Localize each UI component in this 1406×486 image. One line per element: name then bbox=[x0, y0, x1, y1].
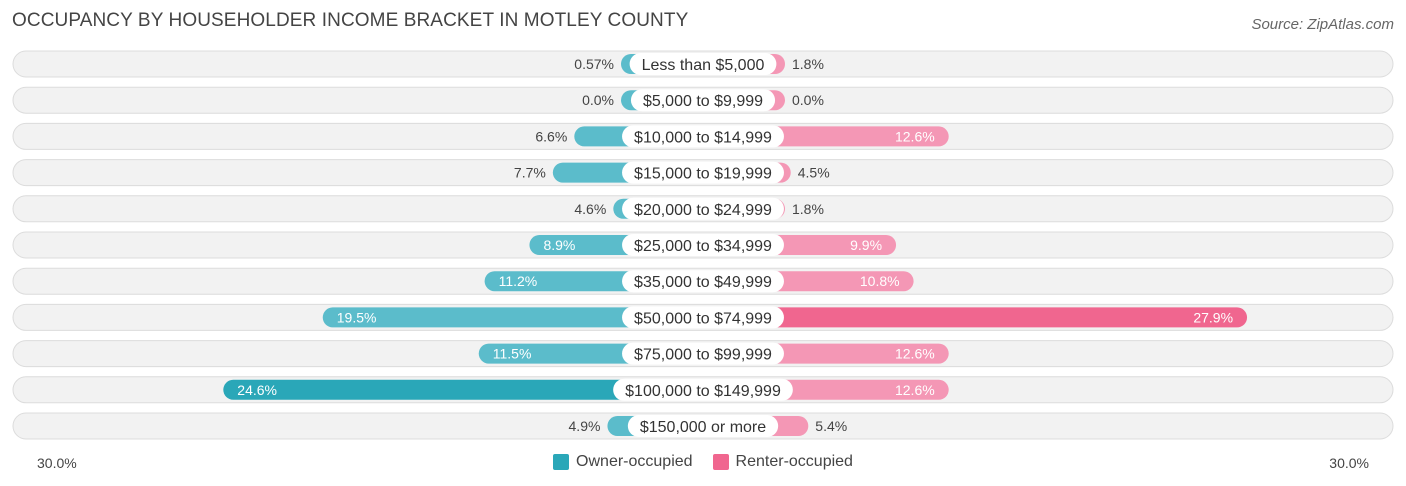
category-label-text: $150,000 or more bbox=[640, 419, 766, 436]
category-label-background bbox=[630, 89, 776, 112]
category-label-background bbox=[613, 378, 793, 401]
bar-owner-occupied bbox=[322, 307, 703, 328]
data-label-owner: 8.9% bbox=[543, 237, 575, 253]
category-label-text: $15,000 to $19,999 bbox=[634, 166, 772, 183]
category-label: Less than $5,000 bbox=[629, 53, 777, 75]
chart-canvas: 0.57% 1.8% Less than $5,000 0.0% 0.0% $5,000 … bbox=[12, 50, 1394, 440]
category-label: $150,000 or more bbox=[627, 415, 779, 437]
category-label-background bbox=[622, 125, 784, 148]
category-label: $25,000 to $34,999 bbox=[622, 234, 784, 256]
data-label-renter: 0.0% bbox=[792, 92, 824, 108]
data-label-owner: 4.6% bbox=[574, 201, 606, 217]
legend-item-renter: Renter-occupied bbox=[712, 453, 853, 471]
category-label-background bbox=[622, 197, 784, 220]
category-label-text: $50,000 to $74,999 bbox=[634, 310, 772, 327]
category-label: $10,000 to $14,999 bbox=[622, 125, 784, 148]
category-label: $5,000 to $9,999 bbox=[630, 89, 776, 112]
category-label-text: $100,000 to $149,999 bbox=[625, 383, 781, 400]
bar-renter-occupied bbox=[703, 307, 1248, 328]
legend-label-renter: Renter-occupied bbox=[735, 453, 853, 470]
data-label-owner: 0.57% bbox=[574, 56, 614, 72]
category-label-text: $20,000 to $24,999 bbox=[634, 202, 772, 219]
data-label-owner: 19.5% bbox=[337, 309, 377, 325]
data-label-renter: 5.4% bbox=[815, 418, 847, 434]
axis-label-right: 30.0% bbox=[1329, 455, 1369, 471]
category-label-text: $25,000 to $34,999 bbox=[634, 238, 772, 255]
category-label-text: $35,000 to $49,999 bbox=[634, 274, 772, 291]
category-label: $20,000 to $24,999 bbox=[622, 197, 784, 220]
category-label: $35,000 to $49,999 bbox=[622, 270, 784, 293]
category-label-background bbox=[627, 415, 779, 437]
data-label-renter: 1.8% bbox=[792, 56, 824, 72]
data-label-owner: 6.6% bbox=[535, 128, 567, 144]
bar-owner-occupied bbox=[223, 379, 704, 400]
legend-item-owner: Owner-occupied bbox=[553, 453, 693, 471]
legend-swatch-owner bbox=[553, 454, 570, 470]
category-label-background bbox=[622, 161, 784, 184]
data-label-renter: 12.6% bbox=[895, 382, 935, 398]
category-label: $100,000 to $149,999 bbox=[613, 378, 793, 401]
data-label-owner: 24.6% bbox=[237, 382, 277, 398]
category-label-background bbox=[629, 53, 777, 75]
legend: Owner-occupied Renter-occupied bbox=[0, 453, 1406, 471]
category-label-background bbox=[622, 306, 784, 329]
data-label-renter: 1.8% bbox=[792, 201, 824, 217]
data-label-owner: 0.0% bbox=[582, 92, 614, 108]
category-label-text: $75,000 to $99,999 bbox=[634, 347, 772, 364]
category-label-background bbox=[622, 342, 784, 365]
legend-label-owner: Owner-occupied bbox=[576, 453, 693, 470]
data-label-renter: 12.6% bbox=[895, 128, 935, 144]
data-label-owner: 7.7% bbox=[514, 165, 546, 181]
axis-label-left: 30.0% bbox=[37, 455, 77, 471]
legend-swatch-renter bbox=[712, 454, 729, 470]
data-label-renter: 4.5% bbox=[798, 165, 830, 181]
data-label-renter: 12.6% bbox=[895, 346, 935, 362]
category-label: $50,000 to $74,999 bbox=[622, 306, 784, 329]
chart-source: Source: ZipAtlas.com bbox=[1251, 16, 1394, 33]
category-label: $75,000 to $99,999 bbox=[622, 342, 784, 365]
category-label-background bbox=[622, 234, 784, 256]
category-label: $15,000 to $19,999 bbox=[622, 161, 784, 184]
category-label-text: Less than $5,000 bbox=[642, 57, 765, 74]
data-label-owner: 11.2% bbox=[499, 273, 538, 289]
data-label-renter: 27.9% bbox=[1193, 309, 1233, 325]
category-label-text: $10,000 to $14,999 bbox=[634, 129, 772, 146]
category-label-background bbox=[622, 270, 784, 293]
data-label-renter: 9.9% bbox=[850, 237, 882, 253]
data-label-owner: 4.9% bbox=[569, 418, 601, 434]
data-label-owner: 11.5% bbox=[493, 346, 532, 362]
category-label-text: $5,000 to $9,999 bbox=[643, 93, 763, 110]
data-label-renter: 10.8% bbox=[860, 273, 900, 289]
chart-title: OCCUPANCY BY HOUSEHOLDER INCOME BRACKET … bbox=[12, 10, 689, 31]
